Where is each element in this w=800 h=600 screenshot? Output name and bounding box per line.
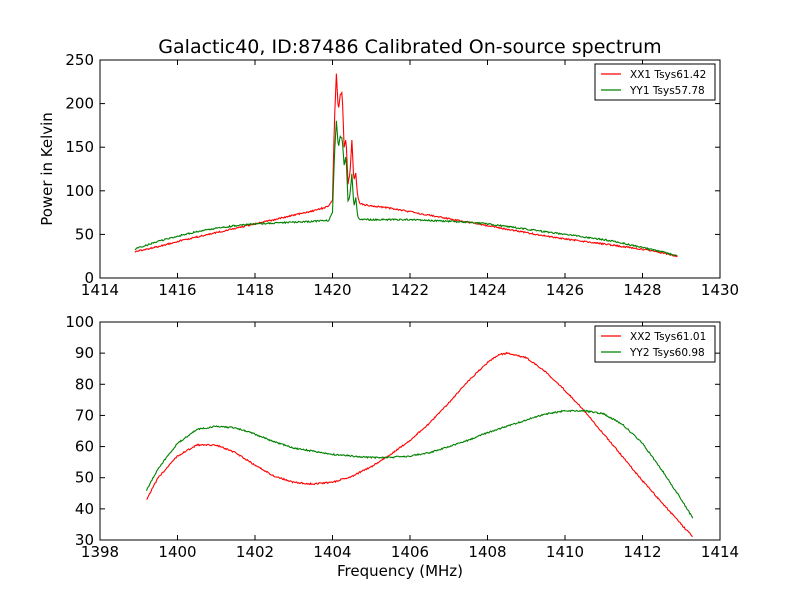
y-tick-label: 150 [65, 138, 94, 156]
top-spectrum-panel: 1414 1416 1418 1420 1422 1424 1426 1428 1430 0 50 1… [38, 51, 739, 299]
x-tick-label: 1406 [391, 543, 429, 561]
x-tick-label: 1410 [546, 543, 584, 561]
x-tick-label: 1408 [468, 543, 506, 561]
x-tick-label: 1426 [546, 281, 584, 299]
x-tick-label: 1402 [236, 543, 274, 561]
series-line-yy2 [145, 409, 694, 519]
x-tick-label: 1398 [81, 543, 119, 561]
legend-label: XX2 Tsys61.01 [630, 331, 706, 343]
legend-label: YY1 Tsys57.78 [629, 85, 705, 97]
x-tick-label: 1418 [236, 281, 274, 299]
series-line-yy1 [134, 120, 678, 257]
x-tick-label: 1430 [701, 281, 739, 299]
x-tick-label: 1424 [468, 281, 506, 299]
legend-label: YY2 Tsys60.98 [629, 347, 705, 359]
x-tick-label: 1416 [158, 281, 196, 299]
series-line-xx1 [134, 73, 678, 258]
x-tick-label: 1412 [623, 543, 661, 561]
x-tick-label: 1420 [313, 281, 351, 299]
y-tick-label: 70 [75, 406, 94, 424]
x-tick-label: 1400 [158, 543, 196, 561]
y-tick-label: 100 [65, 313, 94, 331]
x-tick-label: 1404 [313, 543, 351, 561]
legend-label: XX1 Tsys61.42 [630, 69, 706, 81]
y-tick-label: 30 [75, 531, 94, 549]
legend-box [594, 325, 716, 363]
x-tick-label: 1428 [623, 281, 661, 299]
y-tick-label: 250 [65, 51, 94, 69]
y-tick-label: 50 [75, 225, 94, 243]
chart-title: Galactic40, ID:87486 Calibrated On-sourc… [158, 36, 661, 58]
y-tick-label: 60 [75, 438, 94, 456]
series-line-xx2 [146, 351, 693, 537]
bottom-spectrum-panel: 1398 1400 1402 1404 1406 1408 1410 1412 1414 30 40… [65, 313, 739, 580]
y-tick-label: 50 [75, 469, 94, 487]
y-tick-label: 0 [84, 269, 94, 287]
x-tick-label: 1414 [701, 543, 739, 561]
y-tick-label: 80 [75, 375, 94, 393]
legend-box [594, 63, 716, 101]
x-tick-label: 1414 [81, 281, 119, 299]
x-tick-label: 1422 [391, 281, 429, 299]
y-tick-label: 90 [75, 344, 94, 362]
y-tick-label: 200 [65, 95, 94, 113]
y-tick-label: 100 [65, 182, 94, 200]
y-axis-label: Power in Kelvin [38, 112, 56, 226]
x-axis-label: Frequency (MHz) [337, 562, 463, 580]
y-tick-label: 40 [75, 500, 94, 518]
